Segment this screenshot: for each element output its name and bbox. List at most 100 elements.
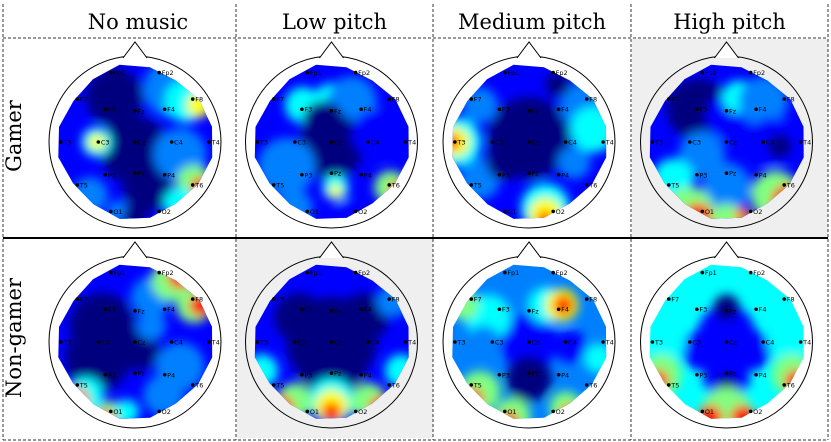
electrode-label: Cz <box>334 339 343 347</box>
electrode-dot <box>271 97 276 101</box>
electrode-label: Pz <box>532 370 540 378</box>
activation-blob <box>452 133 460 151</box>
electrode-dot <box>109 409 113 414</box>
electrode-dot <box>109 209 113 214</box>
nose-marker <box>714 41 739 59</box>
electrode-label: T5 <box>275 181 284 189</box>
topomap-0-1: Fp1 Fp2 F7 F3 Fz F4 F8 T3 C3 Cz C4 T4 T5 P3 Pz P4 T6 O1 O2 <box>245 41 418 229</box>
activation-blob <box>71 177 108 214</box>
electrode-label: T4 <box>605 139 614 147</box>
electrode-dot <box>329 340 334 344</box>
electrode-dot <box>688 140 692 144</box>
activation-blob <box>122 203 148 219</box>
electrode-label: C4 <box>766 339 775 347</box>
electrode-label: Fp1 <box>507 269 519 277</box>
electrode-dot <box>75 383 80 387</box>
electrode-label: P4 <box>364 171 372 179</box>
electrode-dot <box>305 270 310 275</box>
electrode-label: Pz <box>138 170 146 178</box>
electrode-label: P4 <box>167 371 175 379</box>
activation-blob <box>486 144 523 181</box>
electrode-label: T6 <box>786 381 795 389</box>
electrode-label: F4 <box>561 106 569 114</box>
electrode-dot <box>527 340 531 344</box>
electrode-dot <box>271 183 276 187</box>
electrode-dot <box>551 209 555 214</box>
activation-blob <box>649 369 669 393</box>
electrode-label: P4 <box>759 171 767 179</box>
electrode-dot <box>782 383 787 387</box>
electrode-label: F3 <box>502 106 510 114</box>
electrode-dot <box>497 107 502 112</box>
electrode-dot <box>169 340 174 344</box>
activation-blob <box>767 133 793 159</box>
electrode-label: F4 <box>561 306 569 314</box>
electrode-dot <box>59 140 63 144</box>
electrode-dot <box>527 309 531 313</box>
electrode-dot <box>666 97 671 101</box>
electrode-label: F3 <box>699 306 707 314</box>
electrode-label: Pz <box>729 170 737 178</box>
electrode-label: C3 <box>495 339 504 347</box>
electrode-label: O2 <box>556 408 565 416</box>
electrode-dot <box>353 409 358 414</box>
electrode-dot <box>700 70 705 75</box>
electrode-label: C4 <box>371 339 380 347</box>
electrode-label: C4 <box>174 139 183 147</box>
electrode-dot <box>190 383 195 387</box>
activation-blob <box>583 343 607 374</box>
activation-blob <box>298 113 365 179</box>
electrode-label: T3 <box>654 139 663 147</box>
electrode-label: Fp1 <box>310 69 322 77</box>
electrode-dot <box>490 340 495 344</box>
electrode-label: O2 <box>556 208 565 216</box>
electrode-label: Fz <box>729 307 737 315</box>
electrode-dot <box>271 297 276 301</box>
electrode-label: F7 <box>671 296 679 304</box>
electrode-dot <box>353 209 358 214</box>
electrode-label: Pz <box>334 370 342 378</box>
electrode-dot <box>353 270 358 275</box>
electrode-dot <box>359 172 363 177</box>
electrode-label: F3 <box>304 106 312 114</box>
electrode-dot <box>527 109 531 113</box>
electrode-dot <box>556 107 561 112</box>
electrode-label: T5 <box>79 181 88 189</box>
electrode-label: Cz <box>138 339 147 347</box>
electrode-label: Cz <box>532 339 541 347</box>
electrode-dot <box>469 97 474 101</box>
electrode-label: O1 <box>310 408 319 416</box>
electrode-label: Fz <box>138 107 146 115</box>
electrode-label: F8 <box>392 296 400 304</box>
electrode-label: O2 <box>162 408 171 416</box>
electrode-label: Fz <box>334 107 342 115</box>
electrode-dot <box>271 383 276 387</box>
electrode-dot <box>190 183 195 187</box>
electrode-label: F7 <box>474 96 482 104</box>
electrode-label: Fp2 <box>162 269 174 277</box>
activation-blob <box>514 372 544 402</box>
electrode-dot <box>300 307 304 312</box>
activation-blob <box>65 325 131 392</box>
nose-marker <box>122 241 148 259</box>
activation-blob <box>352 109 402 159</box>
topomap-1-2: Fp1 Fp2 F7 F3 Fz F4 F8 T3 C3 Cz C4 T4 T5 P3 Pz P4 T6 O1 O2 <box>442 241 616 429</box>
electrode-label: T3 <box>259 339 268 347</box>
electrode-label: P3 <box>502 171 510 179</box>
electrode-dot <box>700 409 705 414</box>
topomap-1-1: Fp1 Fp2 F7 F3 Fz F4 F8 T3 C3 Cz C4 T4 T5 P3 Pz P4 T6 O1 O2 <box>245 241 418 429</box>
activation-blob <box>461 87 498 124</box>
electrode-label: Fp2 <box>753 269 765 277</box>
electrode-label: C4 <box>371 139 380 147</box>
activation-blob <box>114 399 140 419</box>
electrode-label: Fp1 <box>113 69 125 77</box>
activation-blob <box>294 321 369 396</box>
activation-blob <box>384 354 409 388</box>
electrode-dot <box>748 270 753 275</box>
electrode-dot <box>798 340 803 344</box>
activation-blob <box>713 294 740 321</box>
activation-blob <box>649 321 686 363</box>
electrode-dot <box>666 183 671 187</box>
topomap-0-0: Fp1 Fp2 F7 F3 Fz F4 F8 T3 C3 Cz C4 T4 T5 P3 Pz P4 T6 O1 O2 <box>48 41 222 229</box>
